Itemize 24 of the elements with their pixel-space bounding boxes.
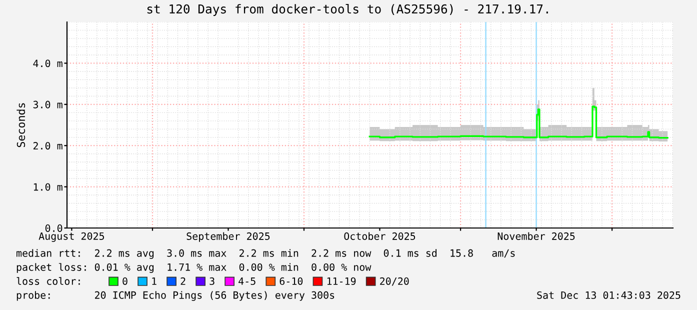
text: Sat Dec 13 01:43:03 2025 <box>537 291 680 299</box>
chart-title: st 120 Days from docker-tools to (AS25596) - 217.19.17. <box>147 4 548 16</box>
y-tick-label: 1.0 m <box>34 183 62 191</box>
y-tick-label: 0.0 <box>45 224 62 232</box>
text: packet loss: 0.01 % avg 1.71 % max 0.00 % min 0.00 % now <box>16 263 372 273</box>
text: median rtt: 2.2 ms avg 3.0 ms max 2.2 ms min 2.2 ms now 0.1 ms sd 15.8 am/s <box>16 249 515 259</box>
x-tick-label: August 2025 <box>38 232 104 242</box>
legend-label: 6-10 <box>280 277 303 285</box>
legend-label: 2 <box>180 277 186 285</box>
legend-label: 4-5 <box>238 277 256 285</box>
y-tick-label: 2.0 m <box>33 142 62 150</box>
legend-label: 0 <box>122 277 128 285</box>
legend-label: 1 <box>152 277 156 285</box>
x-tick-label: October 2025 <box>344 232 416 240</box>
y-tick-label: 4.0 m <box>33 60 62 68</box>
legend-title: loss color: <box>16 277 80 285</box>
legend-label: 20/20 <box>380 277 409 286</box>
x-tick-label: September 2025 <box>186 232 270 242</box>
text: probe: 20 ICMP Echo Pings (56 Bytes) every 300s <box>16 291 334 301</box>
legend-label: 11-19 <box>327 277 356 285</box>
y-tick-label: 3.0 m <box>33 100 62 108</box>
y-axis-title: Seconds <box>16 103 26 148</box>
legend-label: 3 <box>210 277 214 285</box>
x-tick-label: November 2025 <box>498 232 575 240</box>
